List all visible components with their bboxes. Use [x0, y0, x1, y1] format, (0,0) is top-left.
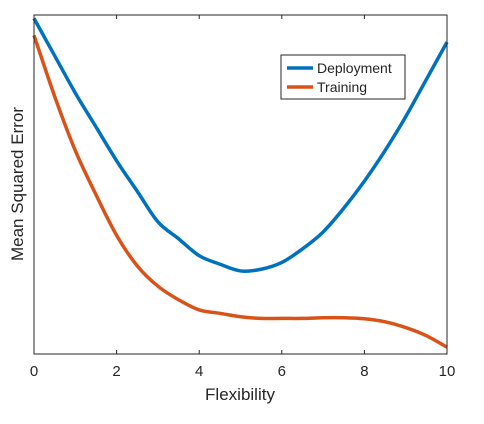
legend: Deployment Training — [280, 54, 406, 100]
x-tick-label: 6 — [278, 363, 286, 380]
legend-label-training: Training — [317, 79, 367, 95]
x-tick-label: 0 — [30, 363, 38, 380]
series-line-training — [32, 34, 448, 349]
x-tick-label: 10 — [439, 363, 456, 380]
x-tick-label: 8 — [360, 363, 368, 380]
x-tick-label: 2 — [112, 363, 120, 380]
plot-frame — [33, 14, 448, 355]
legend-box — [280, 54, 406, 100]
series-layer — [32, 17, 449, 349]
y-axis-title: Mean Squared Error — [8, 107, 27, 261]
legend-label-deployment: Deployment — [317, 60, 392, 76]
x-tick-label: 4 — [195, 363, 203, 380]
x-ticks: 0 2 4 6 8 10 — [30, 15, 456, 380]
x-axis-title: Flexibility — [205, 385, 275, 404]
series-line-deployment — [32, 17, 449, 273]
